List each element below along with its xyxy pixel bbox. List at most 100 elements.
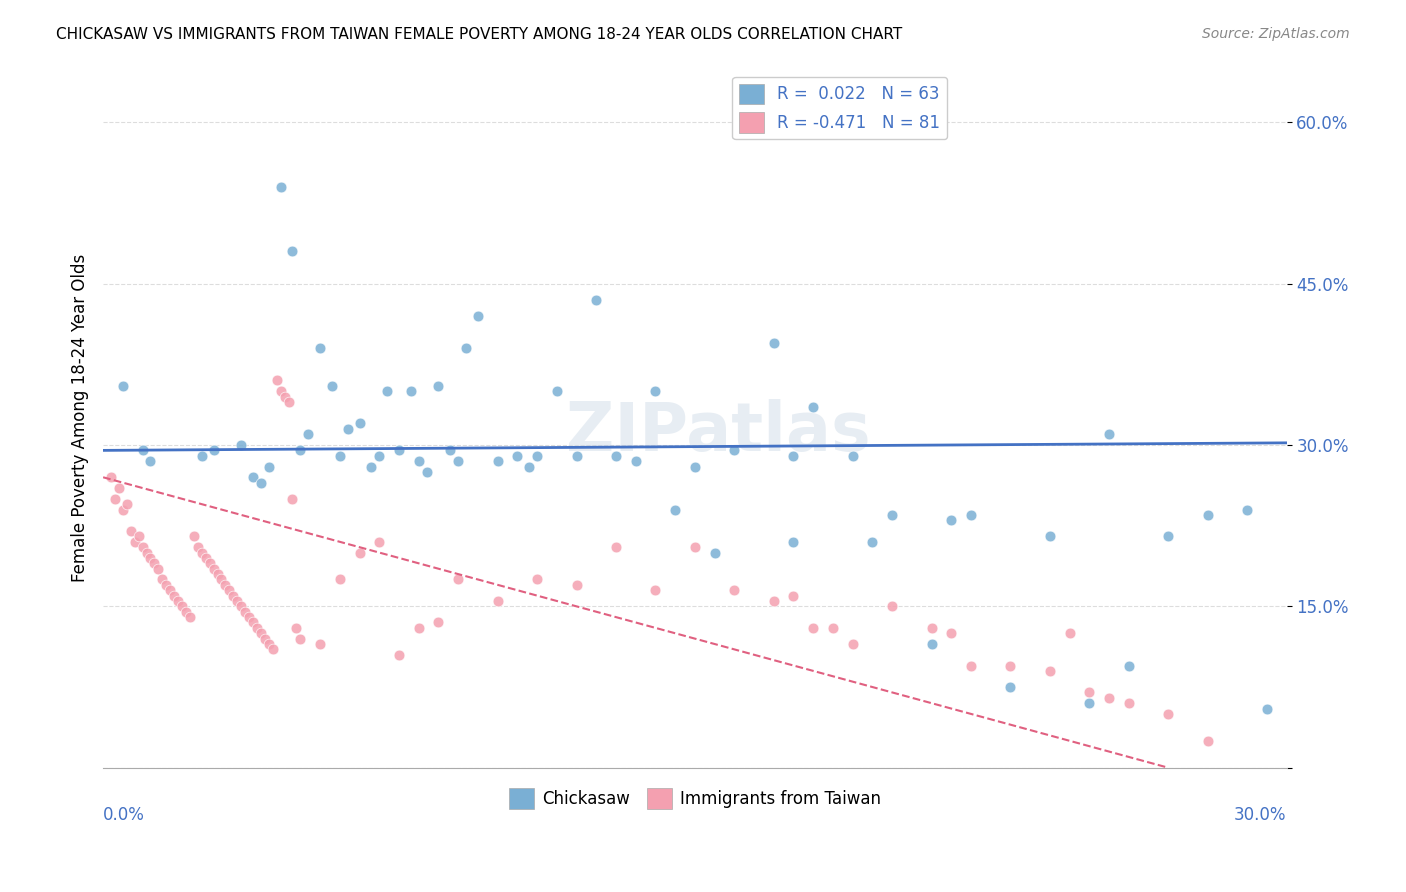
Point bbox=[486, 594, 509, 608]
Point bbox=[131, 443, 153, 458]
Point bbox=[194, 551, 217, 566]
Point bbox=[104, 491, 127, 506]
Point bbox=[1197, 734, 1219, 748]
Point bbox=[336, 422, 359, 436]
Point bbox=[408, 454, 430, 468]
Point bbox=[167, 594, 190, 608]
Point bbox=[285, 621, 308, 635]
Point bbox=[526, 573, 548, 587]
Point bbox=[921, 621, 943, 635]
Point bbox=[454, 341, 477, 355]
Point bbox=[148, 562, 170, 576]
Point bbox=[187, 540, 209, 554]
Point bbox=[100, 470, 122, 484]
Point bbox=[368, 534, 391, 549]
Point bbox=[399, 384, 422, 399]
Point bbox=[183, 529, 205, 543]
Point bbox=[585, 293, 607, 307]
Point bbox=[349, 545, 371, 559]
Point bbox=[120, 524, 142, 538]
Point bbox=[1157, 706, 1180, 721]
Point bbox=[882, 508, 904, 522]
Point bbox=[202, 562, 225, 576]
Point bbox=[174, 605, 197, 619]
Point bbox=[1039, 529, 1062, 543]
Point bbox=[762, 335, 785, 350]
Point bbox=[1197, 508, 1219, 522]
Point bbox=[111, 379, 134, 393]
Point bbox=[266, 374, 288, 388]
Point bbox=[128, 529, 150, 543]
Point bbox=[368, 449, 391, 463]
Point bbox=[801, 401, 824, 415]
Point bbox=[198, 557, 221, 571]
Point bbox=[388, 648, 411, 662]
Point bbox=[782, 449, 804, 463]
Point bbox=[526, 449, 548, 463]
Point bbox=[703, 545, 725, 559]
Point bbox=[801, 621, 824, 635]
Point bbox=[155, 578, 177, 592]
Point bbox=[115, 497, 138, 511]
Point bbox=[124, 534, 146, 549]
Point bbox=[329, 449, 352, 463]
Point bbox=[762, 594, 785, 608]
Point bbox=[841, 637, 863, 651]
Point bbox=[427, 615, 450, 630]
Point bbox=[1059, 626, 1081, 640]
Point bbox=[207, 567, 229, 582]
Legend: Chickasaw, Immigrants from Taiwan: Chickasaw, Immigrants from Taiwan bbox=[502, 781, 887, 815]
Point bbox=[1118, 658, 1140, 673]
Point bbox=[860, 534, 883, 549]
Point bbox=[941, 513, 963, 527]
Point bbox=[486, 454, 509, 468]
Point bbox=[190, 449, 212, 463]
Point bbox=[375, 384, 398, 399]
Point bbox=[150, 573, 173, 587]
Point bbox=[1098, 690, 1121, 705]
Point bbox=[214, 578, 236, 592]
Point bbox=[277, 395, 299, 409]
Point bbox=[233, 605, 256, 619]
Text: Source: ZipAtlas.com: Source: ZipAtlas.com bbox=[1202, 27, 1350, 41]
Point bbox=[309, 637, 332, 651]
Point bbox=[329, 573, 352, 587]
Point bbox=[211, 573, 233, 587]
Point bbox=[546, 384, 568, 399]
Point bbox=[1256, 701, 1278, 715]
Point bbox=[723, 583, 745, 598]
Point bbox=[273, 390, 295, 404]
Point bbox=[605, 540, 627, 554]
Point bbox=[644, 384, 666, 399]
Point bbox=[408, 621, 430, 635]
Point bbox=[439, 443, 461, 458]
Point bbox=[723, 443, 745, 458]
Point bbox=[506, 449, 529, 463]
Point bbox=[108, 481, 131, 495]
Point bbox=[664, 502, 686, 516]
Point bbox=[131, 540, 153, 554]
Point bbox=[447, 573, 470, 587]
Point bbox=[644, 583, 666, 598]
Point bbox=[821, 621, 844, 635]
Point bbox=[281, 244, 304, 259]
Point bbox=[960, 658, 983, 673]
Point bbox=[321, 379, 343, 393]
Point bbox=[159, 583, 181, 598]
Point bbox=[281, 491, 304, 506]
Text: 0.0%: 0.0% bbox=[103, 806, 145, 824]
Point bbox=[290, 443, 312, 458]
Point bbox=[624, 454, 647, 468]
Point bbox=[222, 589, 245, 603]
Point bbox=[297, 427, 319, 442]
Point bbox=[135, 545, 157, 559]
Point bbox=[960, 508, 983, 522]
Point bbox=[447, 454, 470, 468]
Point bbox=[1039, 664, 1062, 678]
Point bbox=[290, 632, 312, 646]
Point bbox=[1078, 696, 1101, 710]
Point bbox=[841, 449, 863, 463]
Point bbox=[1000, 658, 1022, 673]
Text: CHICKASAW VS IMMIGRANTS FROM TAIWAN FEMALE POVERTY AMONG 18-24 YEAR OLDS CORRELA: CHICKASAW VS IMMIGRANTS FROM TAIWAN FEMA… bbox=[56, 27, 903, 42]
Point bbox=[388, 443, 411, 458]
